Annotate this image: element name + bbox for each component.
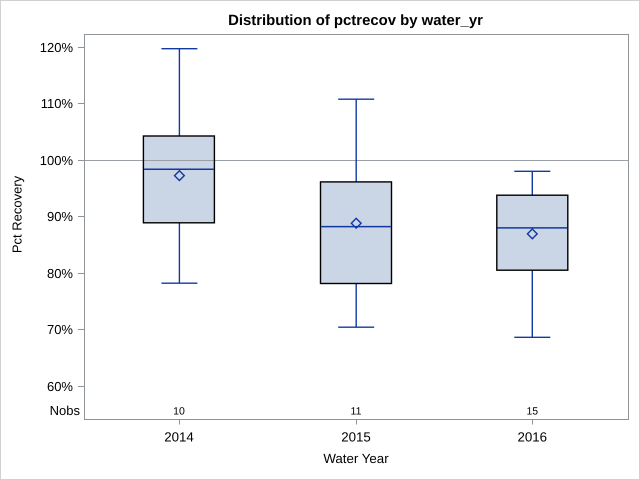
svg-text:80%: 80% bbox=[47, 266, 73, 281]
svg-text:90%: 90% bbox=[47, 209, 73, 224]
svg-text:11: 11 bbox=[351, 406, 362, 418]
svg-text:100%: 100% bbox=[40, 153, 74, 168]
svg-text:10: 10 bbox=[173, 406, 185, 418]
svg-text:Water Year: Water Year bbox=[323, 451, 389, 466]
svg-text:2014: 2014 bbox=[164, 429, 194, 444]
svg-text:Distribution of pctrecov by wa: Distribution of pctrecov by water_yr bbox=[228, 13, 483, 29]
svg-text:70%: 70% bbox=[47, 322, 73, 337]
svg-text:15: 15 bbox=[526, 406, 538, 418]
svg-text:Nobs: Nobs bbox=[50, 403, 81, 418]
svg-text:60%: 60% bbox=[47, 379, 73, 394]
svg-text:Pct Recovery: Pct Recovery bbox=[10, 175, 25, 253]
svg-text:2015: 2015 bbox=[341, 429, 371, 444]
svg-text:110%: 110% bbox=[41, 96, 74, 111]
svg-text:2016: 2016 bbox=[518, 429, 548, 444]
svg-text:120%: 120% bbox=[40, 40, 74, 55]
